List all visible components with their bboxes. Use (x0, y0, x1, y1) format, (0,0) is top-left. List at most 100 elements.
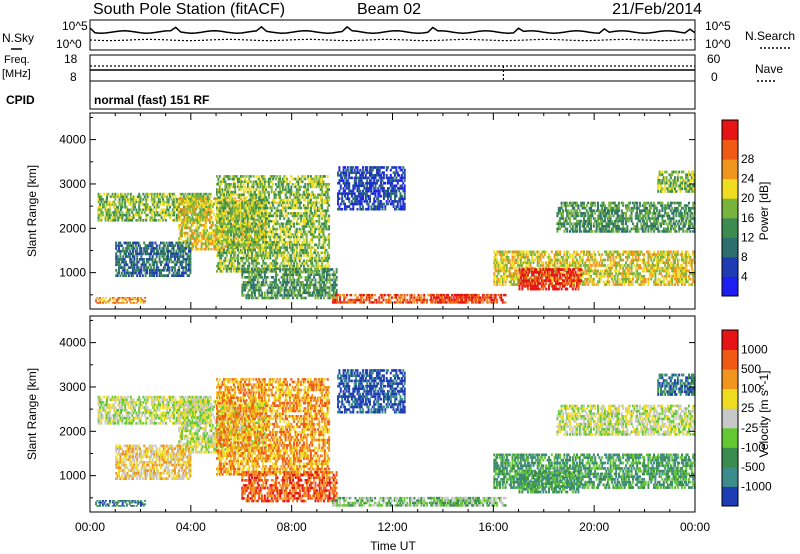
power-cell (248, 264, 251, 268)
power-cell (256, 256, 259, 260)
power-cell (308, 212, 311, 215)
power-cell (225, 230, 228, 234)
power-cell (290, 248, 293, 252)
power-cell (319, 180, 322, 183)
power-cell (270, 188, 273, 191)
power-cell (227, 190, 230, 194)
power-cell (335, 276, 338, 279)
power-cell (295, 222, 298, 226)
power-cell (183, 195, 185, 198)
power-cell (283, 230, 286, 234)
power-cell (160, 216, 163, 219)
power-cell (280, 286, 283, 289)
power-cell (179, 229, 182, 232)
power-cell (265, 270, 268, 274)
power-cell (203, 231, 206, 235)
power-cell (253, 243, 256, 247)
power-cell (475, 298, 478, 302)
power-cell (136, 263, 139, 267)
power-cell (263, 177, 266, 181)
power-cell (287, 256, 290, 260)
power-cell (128, 219, 131, 222)
power-cell (241, 241, 244, 244)
power-cell (118, 200, 121, 204)
power-cell (128, 198, 131, 201)
power-cell (207, 202, 210, 206)
power-cell (228, 248, 231, 252)
power-cell (279, 264, 282, 268)
power-cell (99, 195, 101, 198)
power-cell (143, 260, 146, 264)
power-cell (297, 267, 300, 270)
power-cell (274, 188, 277, 191)
power-cell (115, 252, 118, 256)
power-cell (193, 239, 196, 243)
power-cell (185, 218, 188, 222)
power-cell (162, 192, 164, 196)
power-cell (309, 248, 312, 252)
power-cell (227, 233, 230, 236)
power-cell (252, 229, 255, 232)
power-cell (165, 241, 168, 245)
power-cell (307, 259, 310, 263)
noise-tick-left-low: 10^0 (56, 37, 82, 51)
power-cell (132, 252, 134, 256)
power-cell (515, 272, 518, 275)
power-cell (321, 246, 324, 249)
power-cell (301, 270, 304, 274)
power-cell (319, 204, 322, 207)
power-cell (273, 254, 276, 257)
power-cell (246, 239, 249, 243)
power-cell (166, 200, 169, 204)
power-cell (244, 221, 247, 224)
power-cell (249, 209, 252, 212)
power-cell (245, 286, 248, 289)
power-cell (220, 217, 223, 220)
power-cell (274, 196, 277, 199)
power-cell (255, 183, 258, 186)
power-cell (138, 213, 141, 217)
power-cell (286, 227, 289, 231)
power-cell (204, 237, 207, 240)
power-cell (334, 273, 337, 276)
power-cell (293, 193, 296, 197)
power-cell (244, 190, 247, 194)
power-cell (505, 266, 508, 270)
power-cell (259, 209, 262, 212)
power-cell (104, 208, 107, 212)
power-cell (265, 196, 268, 199)
power-cell (131, 211, 134, 214)
power-cell (496, 253, 499, 256)
noise-sky-label: N.Sky (2, 31, 34, 45)
power-cell (156, 211, 159, 214)
power-cell (162, 255, 165, 258)
power-cell (263, 206, 266, 210)
power-cell (206, 195, 209, 198)
power-cell (234, 214, 237, 218)
power-cell (239, 204, 242, 207)
freq-tick-low: 8 (70, 70, 77, 84)
power-cell (274, 209, 277, 212)
power-cell (308, 193, 311, 197)
power-cell (139, 244, 141, 247)
power-cell (294, 230, 297, 234)
power-cell (137, 297, 140, 299)
power-cell (255, 270, 258, 273)
power-cell (311, 254, 314, 257)
power-cell (192, 242, 195, 246)
power-cell (501, 283, 504, 286)
freq-panel: Freq. [MHz] 18 8 60 0 Nave (2, 52, 783, 84)
power-cell (298, 204, 301, 207)
power-cell (265, 281, 268, 284)
power-cell (227, 214, 230, 218)
power-cell (297, 278, 300, 282)
power-cell (281, 259, 284, 263)
power-cell (208, 192, 211, 196)
power-cell (104, 213, 107, 217)
power-cell (307, 196, 310, 199)
power-cell (275, 281, 278, 284)
power-cell (237, 259, 239, 263)
power-cell (273, 248, 276, 252)
power-cell (297, 183, 300, 186)
power-cell (266, 294, 269, 297)
